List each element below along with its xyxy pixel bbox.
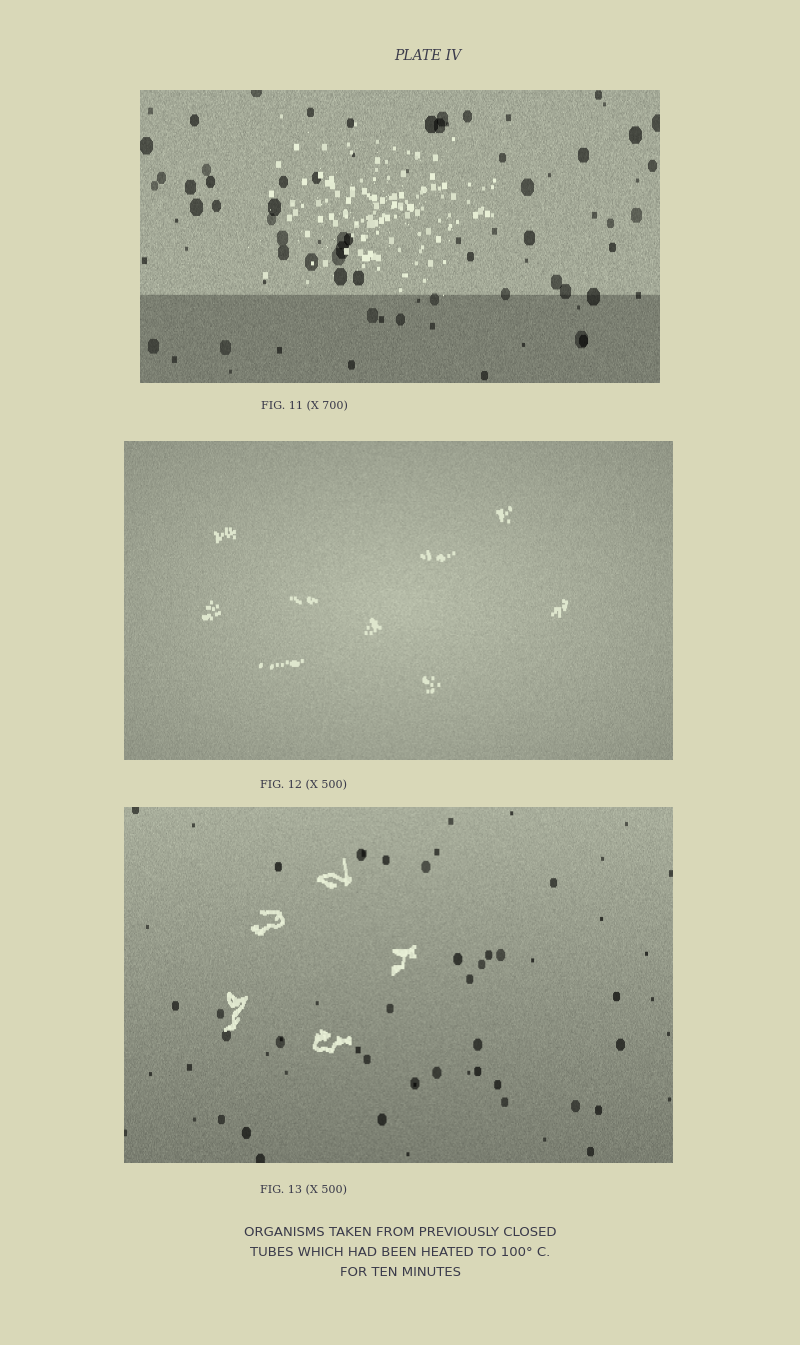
Text: FIG. 11 (X 700): FIG. 11 (X 700) <box>261 401 347 412</box>
Text: ORGANISMS TAKEN FROM PREVIOUSLY CLOSED: ORGANISMS TAKEN FROM PREVIOUSLY CLOSED <box>244 1225 556 1239</box>
Text: FIG. 13 (X 500): FIG. 13 (X 500) <box>261 1185 347 1196</box>
Text: PLATE IV: PLATE IV <box>394 50 462 63</box>
Text: FIG. 12 (X 500): FIG. 12 (X 500) <box>261 780 347 791</box>
Text: FOR TEN MINUTES: FOR TEN MINUTES <box>339 1266 461 1279</box>
Text: TUBES WHICH HAD BEEN HEATED TO 100° C.: TUBES WHICH HAD BEEN HEATED TO 100° C. <box>250 1245 550 1259</box>
